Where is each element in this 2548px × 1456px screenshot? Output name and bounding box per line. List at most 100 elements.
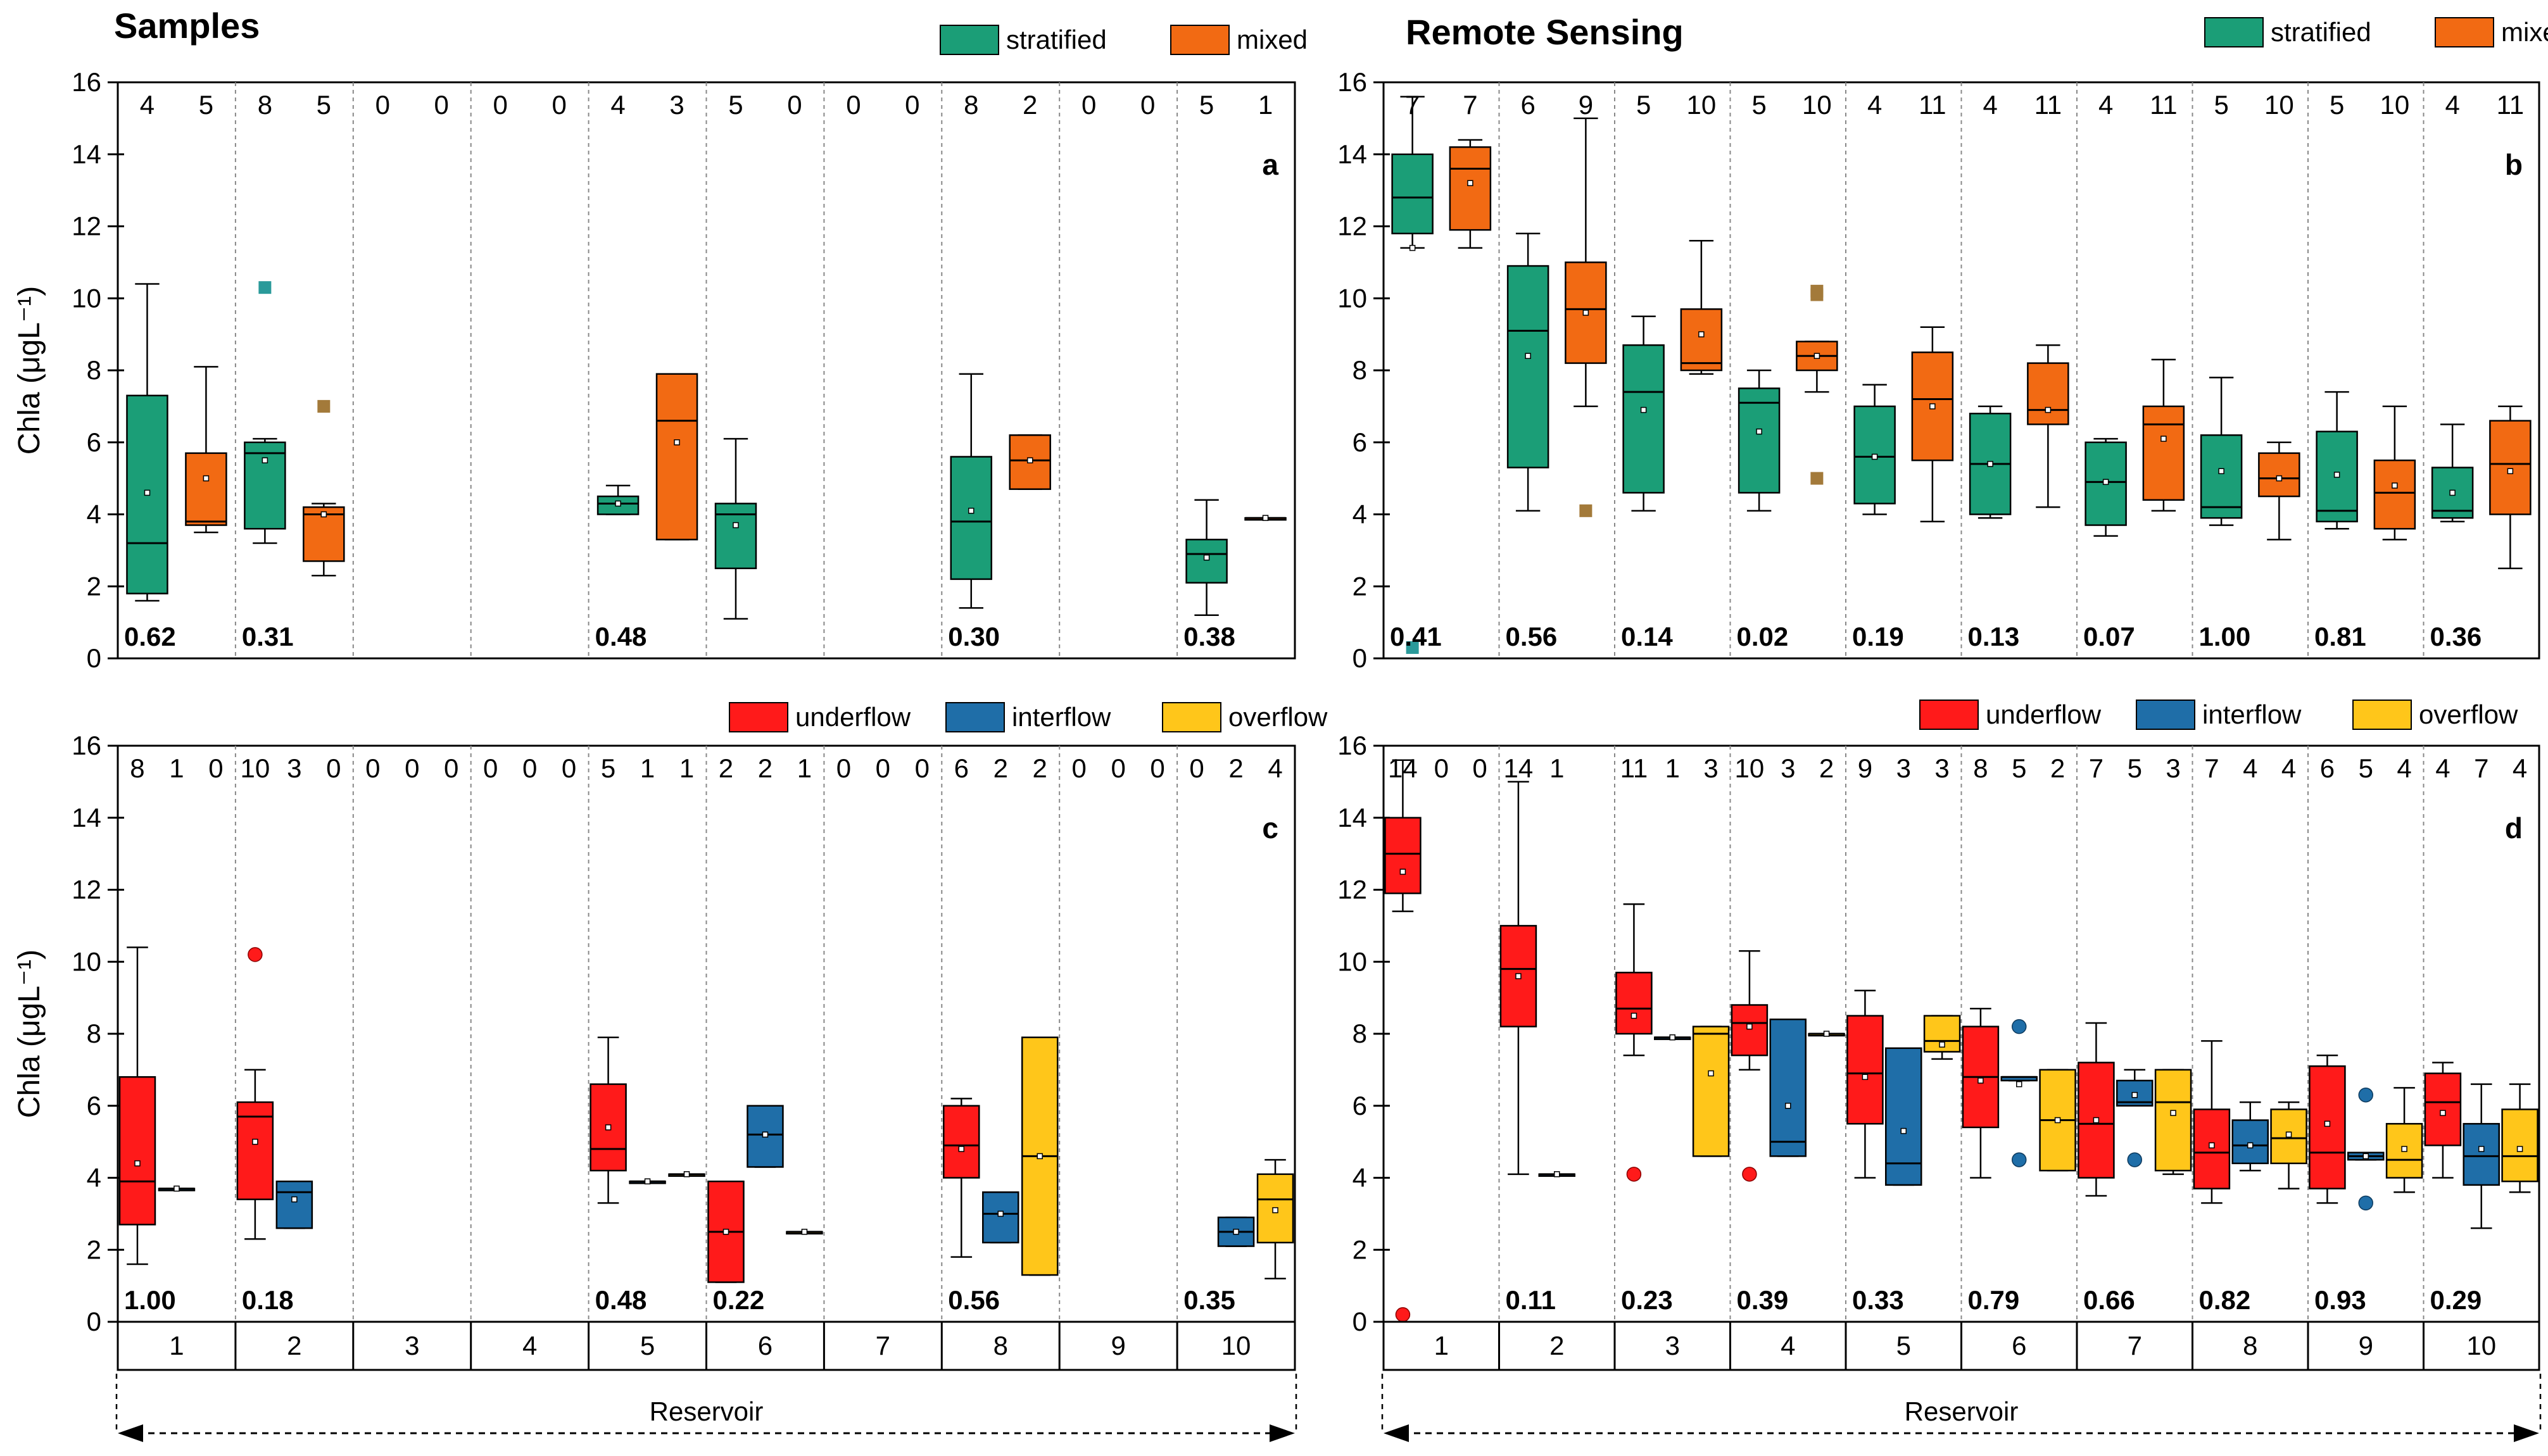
box-mixed [2489,405,2532,570]
category-7: 7 5 3 0.66 [2078,753,2192,1315]
sample-count: 11 [1919,90,1946,120]
box-body [2258,452,2300,498]
sample-count: 10 [241,753,270,783]
outlier-point [258,281,272,294]
outlier-point [317,399,331,413]
sample-count: 4 [610,90,625,120]
box-interflow [275,1180,313,1229]
category-8: 7 4 40.82 [2193,753,2307,1315]
box-stratified [1185,499,1228,616]
box-stratified [244,281,286,544]
mean-marker [2102,479,2109,486]
box-mixed [2027,344,2069,508]
reservoir-label: 2 [287,1331,301,1360]
y-tick-label: 0 [87,1307,101,1336]
p-value: 0.66 [2083,1285,2135,1315]
sample-count: 11 [2150,90,2178,120]
outlier-point [248,947,263,962]
sample-count: 0 [1082,90,1096,120]
outlier-point [2012,1019,2027,1034]
box-mixed [2258,441,2300,541]
sample-count: 0 [836,753,851,783]
mean-marker [674,439,680,446]
category-4: 5 10 0.02 [1737,90,1838,651]
box-interflow [1538,1171,1575,1177]
mean-marker [615,500,621,507]
y-tick-label: 16 [1337,731,1367,760]
mean-marker [2401,1146,2407,1152]
sample-count: 0 [915,753,930,783]
box-body [1622,344,1665,494]
box-stratified [126,283,168,602]
mean-marker [2478,1146,2485,1152]
box-body [2231,1119,2269,1164]
legend-label: mixed [1237,25,1308,54]
box-stratified [596,484,640,515]
category-6: 2 2 10.22 [707,753,823,1315]
box-mixed [185,366,227,534]
category-1: 14 0 0 [1384,753,1487,1322]
mean-marker [2054,1117,2061,1124]
box-body [2027,362,2069,425]
p-value: 0.81 [2314,622,2366,651]
sample-count: 0 [846,90,861,120]
box-underflow [1384,759,1422,1322]
y-tick-label: 2 [87,571,101,601]
p-value: 0.93 [2314,1285,2366,1315]
box-body [185,452,227,526]
sample-count: 4 [1983,90,1997,120]
category-5: 4 30.48 [595,90,698,651]
box-body [2270,1108,2307,1164]
sample-count: 4 [2243,753,2257,783]
sample-count: 2 [758,753,773,783]
sample-count: 5 [199,90,213,120]
sample-count: 8 [1973,753,1988,783]
sample-count: 3 [669,90,684,120]
mean-marker [1708,1070,1714,1077]
box-interflow [747,1105,784,1168]
mean-marker [1515,973,1522,979]
legend-swatch [729,702,788,732]
box-mixed [1796,284,1838,485]
sample-count: 0 [493,90,507,120]
mean-marker [1026,457,1033,463]
y-tick-label: 8 [1353,1019,1367,1048]
box-overflow [2501,1083,2539,1193]
box-mixed [1565,117,1607,517]
sample-count: 0 [905,90,919,120]
mean-marker [1823,1031,1830,1037]
category-5: 9 3 30.33 [1846,753,1961,1315]
category-10: 4 7 4 0.29 [2424,753,2539,1315]
box-underflow [590,1036,627,1204]
box-overflow [1808,1031,1845,1037]
reservoir-label: 4 [522,1331,537,1360]
sample-count: 1 [797,753,812,783]
sample-count: 0 [1140,90,1155,120]
sample-count: 0 [1472,753,1487,783]
y-tick-label: 10 [72,946,101,976]
y-tick-label: 14 [1337,139,1367,169]
panel-b: 0 2 4 6 8 10 12 14 16 Remote Sensing b stratified mi… [1337,12,2548,673]
sample-count: 10 [2380,90,2410,120]
panel-label: c [1262,812,1278,844]
reservoir-label: 10 [1221,1331,1251,1360]
y-tick-label: 6 [1353,427,1367,457]
mean-marker [2045,406,2052,413]
legend-swatch [1170,25,1230,55]
sample-count: 11 [2034,90,2062,120]
reservoir-label: 8 [2243,1331,2257,1360]
sample-count: 0 [1072,753,1087,783]
box-overflow [786,1229,823,1235]
sample-count: 0 [444,753,458,783]
panel-label: a [1262,148,1278,181]
box-stratified [1738,369,1781,512]
mean-marker [2218,468,2224,474]
box-mixed [2373,405,2416,541]
box-stratified [950,373,993,609]
mean-marker [1272,1207,1278,1214]
